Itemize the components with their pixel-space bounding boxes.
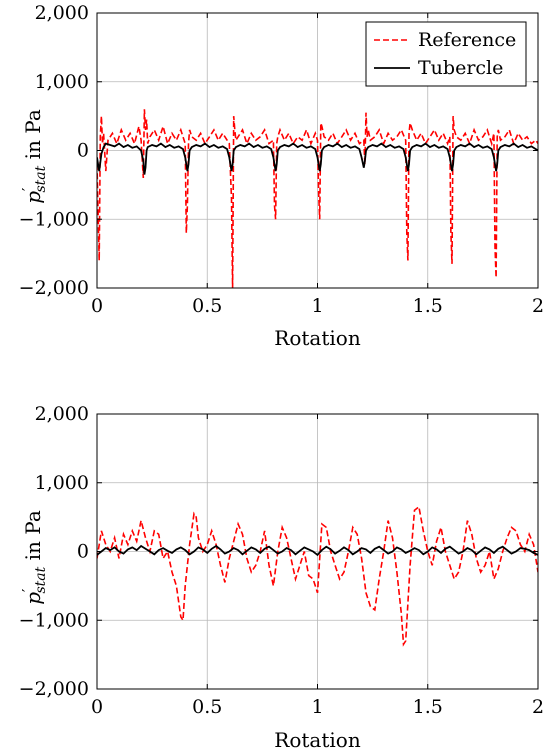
y-label-subscript: stat <box>33 566 49 593</box>
y-tick-label: 2,000 <box>35 403 89 425</box>
x-axis-label: Rotation <box>274 728 361 752</box>
y-axis-label: p′stat in Pa <box>19 109 49 204</box>
reference-series-line <box>97 109 538 288</box>
y-label-unit: in Pa <box>21 109 45 166</box>
y-tick-label: 2,000 <box>35 2 89 24</box>
y-label-prime: ′ <box>19 187 37 191</box>
x-tick-label: 0.5 <box>192 295 222 317</box>
x-tick-label: 0 <box>91 295 103 317</box>
y-label-subscript: stat <box>33 165 49 192</box>
y-tick-label: 0 <box>77 541 89 563</box>
y-tick-label: −1,000 <box>19 208 89 230</box>
x-tick-label: 1 <box>311 696 323 718</box>
legend-label: Tubercle <box>418 57 503 79</box>
top-chart-panel: 0 0.5 1 1.5 2 −2,000 −1,000 0 1,000 2,000 Rotation… <box>19 2 544 350</box>
x-tick-label: 1.5 <box>413 696 443 718</box>
tubercle-series-line <box>97 142 538 175</box>
legend-label: Reference <box>418 29 516 51</box>
x-tick-label: 1.5 <box>413 295 443 317</box>
y-label-symbol: p <box>21 592 45 605</box>
bottom-chart-panel: 0 0.5 1 1.5 2 −2,000 −1,000 0 1,000 2,000 Rotation… <box>19 403 544 752</box>
x-axis-label: Rotation <box>274 326 361 350</box>
legend-box <box>365 21 527 87</box>
y-tick-label: −2,000 <box>19 678 89 700</box>
y-tick-label: 1,000 <box>35 472 89 494</box>
x-tick-label: 0.5 <box>192 696 222 718</box>
legend: Reference Tubercle <box>365 21 527 87</box>
y-label-symbol: p <box>21 191 45 204</box>
series-group <box>97 505 538 647</box>
x-tick-label: 2 <box>532 696 544 718</box>
series-group <box>97 109 538 288</box>
y-label-prime: ′ <box>19 588 37 592</box>
y-tick-label: 0 <box>77 140 89 162</box>
x-tick-label: 1 <box>311 295 323 317</box>
reference-series-line <box>97 505 538 647</box>
x-tick-label: 0 <box>91 696 103 718</box>
y-axis-label: p′stat in Pa <box>19 510 49 605</box>
y-label-unit: in Pa <box>21 510 45 567</box>
y-tick-label: 1,000 <box>35 71 89 93</box>
tubercle-series-line <box>97 544 538 557</box>
y-tick-label: −1,000 <box>19 609 89 631</box>
x-tick-label: 2 <box>532 295 544 317</box>
y-tick-label: −2,000 <box>19 277 89 299</box>
